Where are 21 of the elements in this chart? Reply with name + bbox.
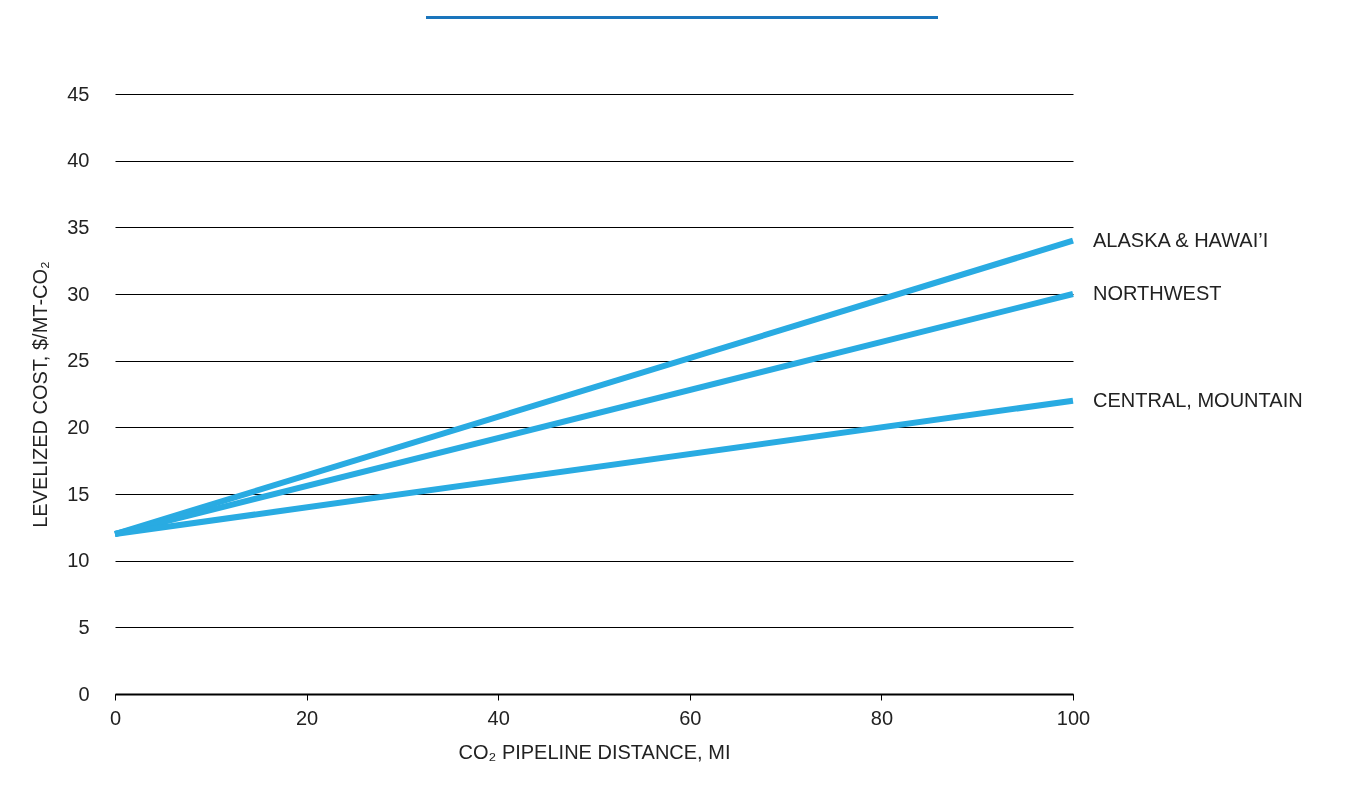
- y-tick-label: 35: [67, 215, 90, 238]
- x-tick-label: 80: [870, 706, 894, 729]
- x-tick-label: 100: [1056, 706, 1091, 729]
- series-label: ALASKA & HAWAI’I: [1093, 228, 1269, 251]
- y-tick-label: 45: [67, 82, 90, 105]
- y-tick-label: 40: [67, 149, 90, 172]
- series-label: NORTHWEST: [1093, 282, 1222, 304]
- y-axis-title: LEVELIZED COST, $/MT-CO₂: [29, 261, 52, 528]
- x-axis-title: CO₂ PIPELINE DISTANCE, MI: [458, 740, 731, 763]
- y-tick-label: 20: [67, 415, 90, 438]
- y-tick-label: 25: [67, 349, 90, 372]
- y-tick-label: 15: [67, 482, 90, 505]
- x-tick-label: 40: [487, 706, 510, 729]
- x-tick-label: 60: [679, 706, 702, 729]
- y-tick-label: 30: [67, 282, 90, 305]
- x-tick-label: 0: [109, 706, 122, 729]
- series-label: CENTRAL, MOUNTAIN: [1093, 388, 1303, 411]
- y-tick-label: 10: [67, 549, 90, 572]
- y-tick-label: 0: [78, 682, 90, 705]
- y-tick-label: 5: [78, 615, 90, 638]
- x-tick-label: 20: [295, 706, 319, 729]
